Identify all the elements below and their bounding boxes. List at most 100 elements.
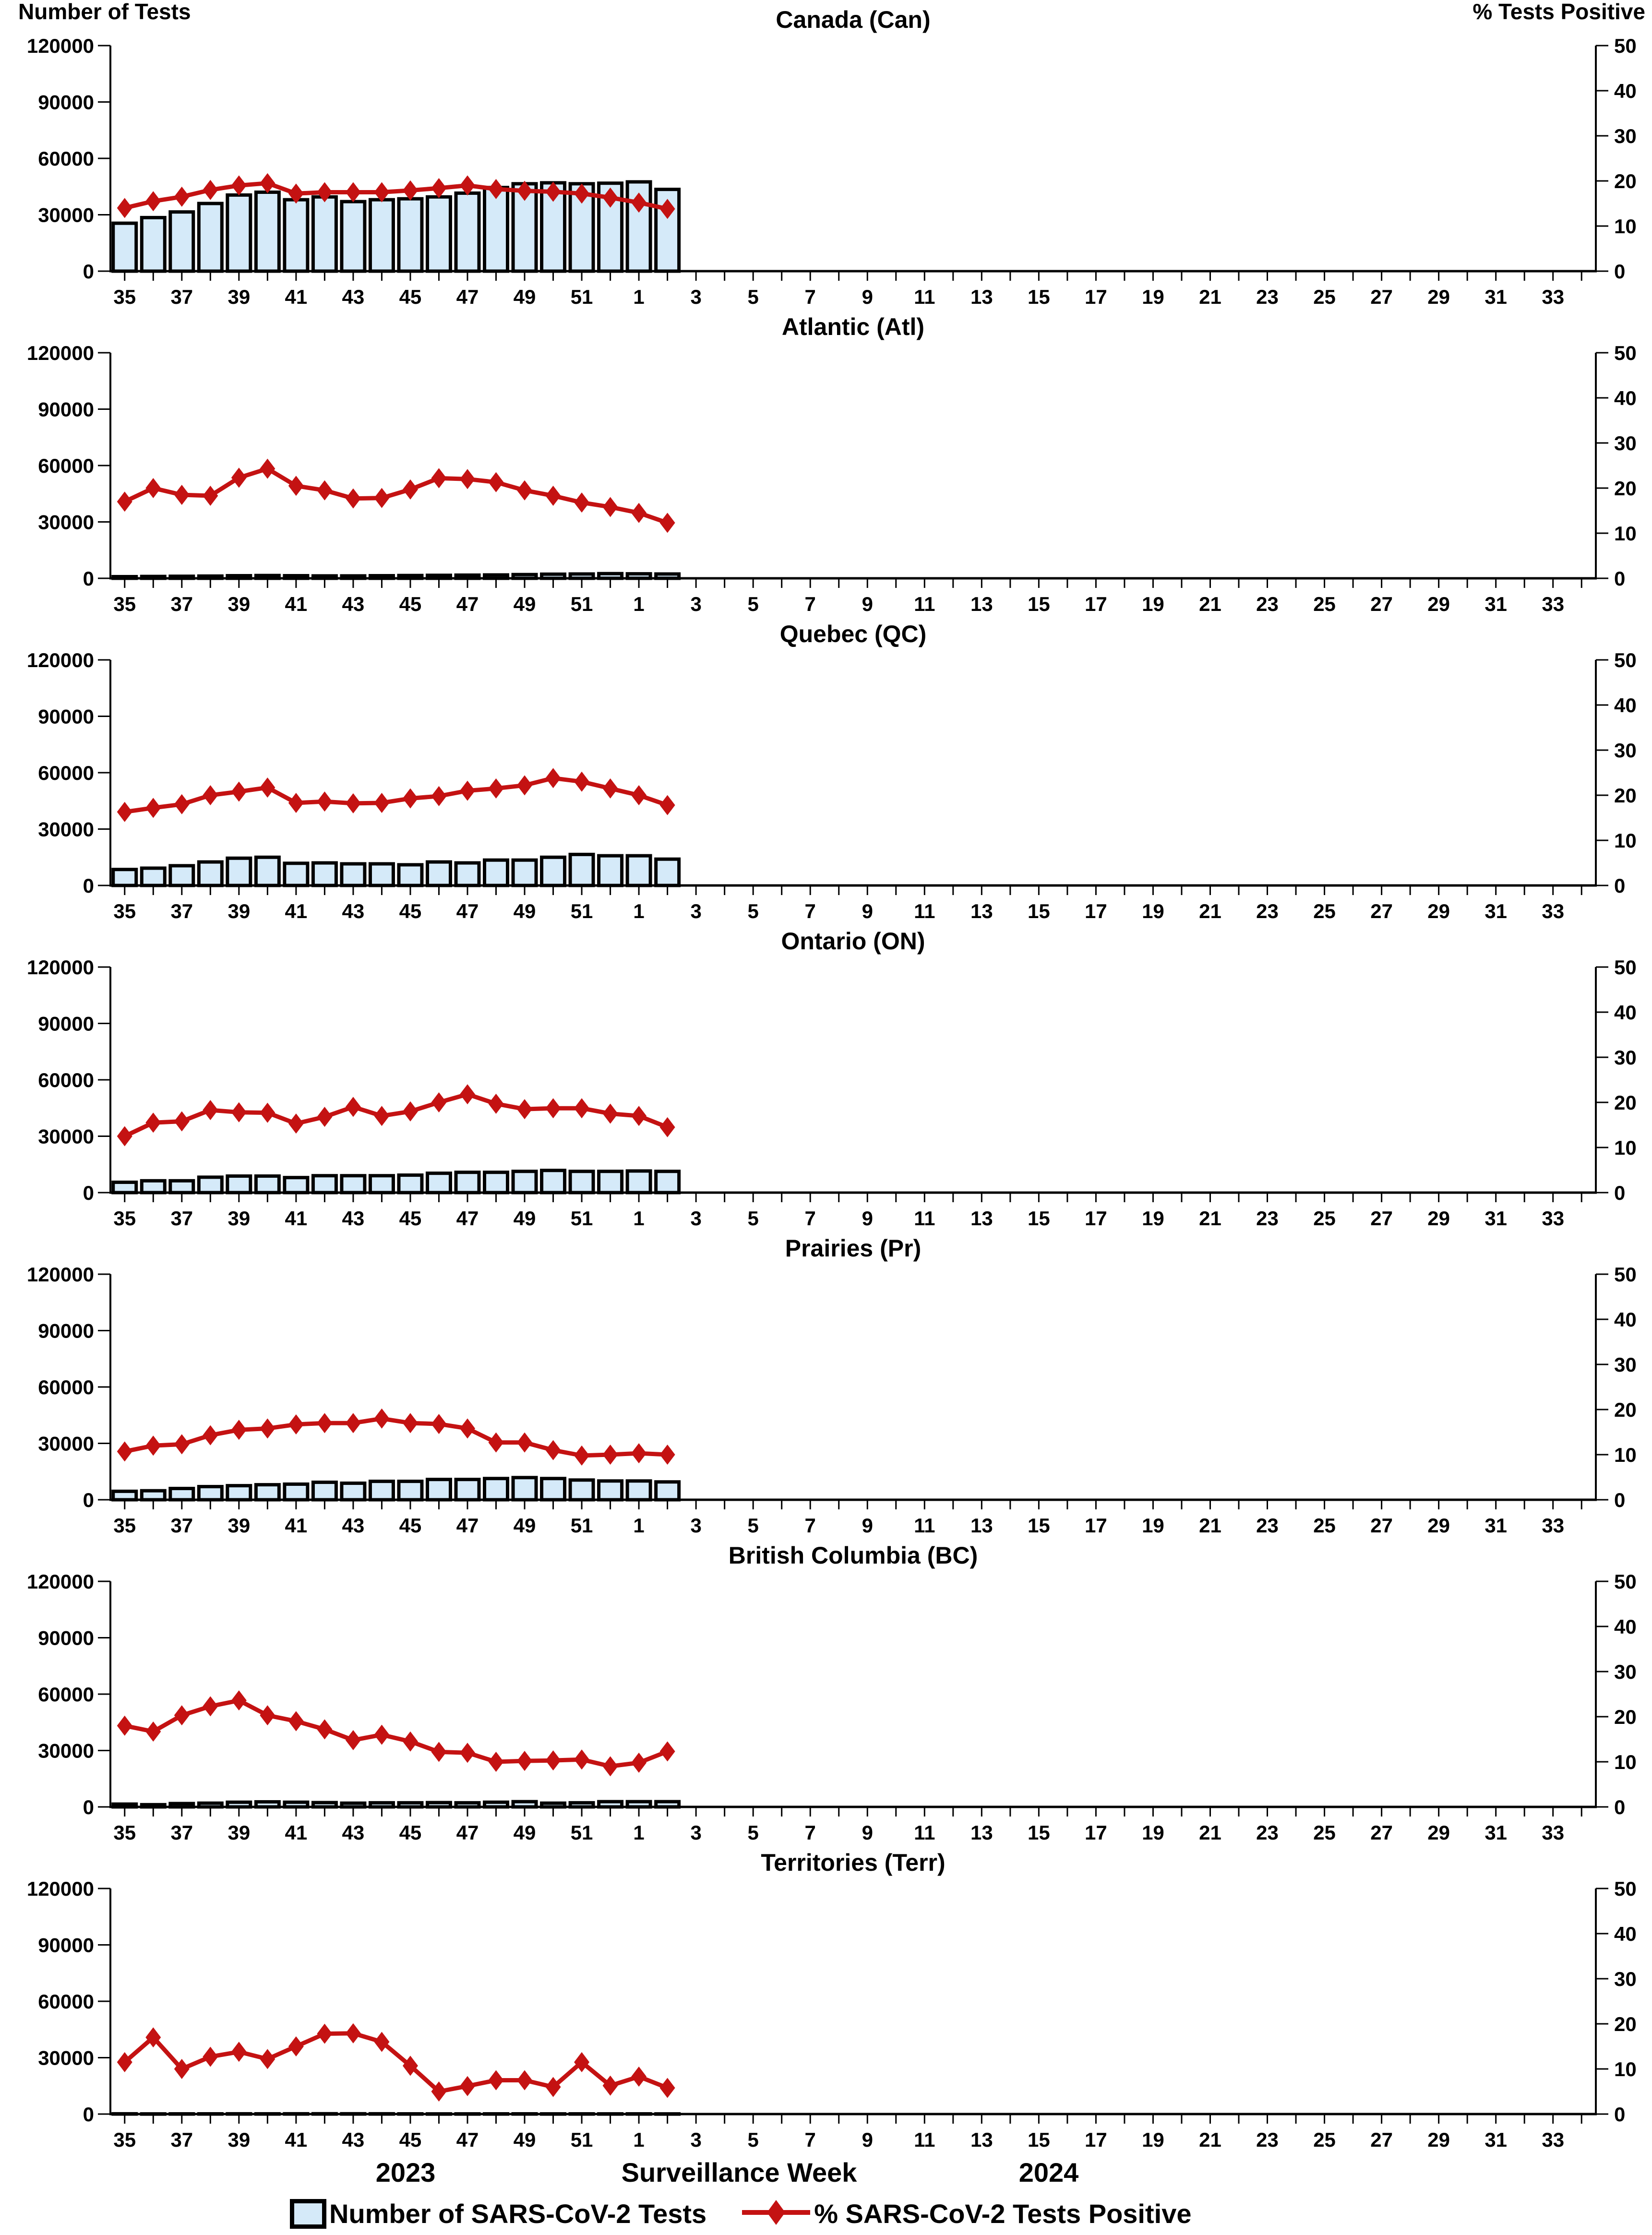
legend-positive-label: % SARS-CoV-2 Tests Positive (814, 2199, 1192, 2229)
x-tick-label: 37 (170, 593, 193, 614)
x-tick-label: 41 (285, 2128, 308, 2150)
pct-positive-marker (545, 1098, 561, 1119)
tests-bar (254, 574, 281, 580)
x-tick-label: 39 (227, 593, 250, 614)
tests-bar (511, 1476, 538, 1502)
x-tick-label: 35 (113, 900, 136, 921)
pct-positive-marker (574, 1445, 590, 1466)
pct-positive-marker (431, 2081, 447, 2102)
x-tick-label: 51 (571, 1821, 593, 1843)
x-tick-label: 1 (633, 2128, 644, 2150)
tests-bar (111, 1489, 138, 1502)
x-tick-label: 5 (748, 2128, 759, 2150)
left-tick-label: 90000 (38, 91, 94, 114)
x-tick-label: 3 (690, 286, 701, 307)
left-tick-label: 0 (83, 1796, 94, 1818)
pct-positive-marker (517, 2070, 533, 2091)
left-tick-label: 90000 (38, 1627, 94, 1649)
x-tick-label: 23 (1256, 286, 1279, 307)
x-tick-label: 41 (285, 1207, 308, 1229)
x-tick-label: 23 (1256, 1821, 1279, 1843)
x-tick-label: 43 (342, 1207, 365, 1229)
tests-bar (197, 1485, 224, 1502)
tests-bar (368, 1801, 395, 1809)
tests-bar (454, 1171, 481, 1195)
pct-positive-marker (117, 1715, 132, 1736)
pct-positive-marker (574, 183, 590, 204)
right-tick-label: 30 (1614, 1353, 1637, 1376)
panel-title-BC: British Columbia (BC) (729, 1542, 978, 1569)
x-tick-label: 7 (805, 1514, 816, 1536)
right-tick-label: 10 (1614, 215, 1637, 238)
pct-positive-marker (431, 786, 447, 806)
panel-BC: British Columbia (BC)0300006000090000120… (27, 1542, 1637, 1843)
pct-positive-marker (174, 1434, 190, 1455)
pct-positive-marker (345, 488, 361, 509)
x-tick-label: 47 (456, 1207, 479, 1229)
tests-bar (111, 221, 138, 273)
x-tick-label: 1 (633, 1821, 644, 1843)
x-tick-label: 37 (170, 2128, 193, 2150)
tests-bar (254, 191, 281, 273)
x-tick-label: 33 (1542, 1821, 1564, 1843)
pct-positive-marker (231, 781, 247, 802)
x-tick-label: 7 (805, 593, 816, 614)
panel-Atl: Atlantic (Atl) 0 30000 60000 90000 120000 0 10 2… (27, 313, 1637, 614)
pct-positive-marker (545, 1750, 561, 1771)
right-axis-title: % Tests Positive (1472, 0, 1645, 24)
pct-positive-marker (431, 468, 447, 489)
right-tick-label: 50 (1614, 1263, 1637, 1286)
x-tick-label: 45 (399, 286, 422, 307)
x-tick-label: 43 (342, 1821, 365, 1843)
pct-positive-marker (402, 180, 418, 201)
pct-positive-marker (260, 458, 275, 479)
x-tick-label: 43 (342, 900, 365, 921)
pct-positive-marker (231, 1420, 247, 1440)
pct-positive-marker (402, 1731, 418, 1752)
tests-bar (254, 1174, 281, 1195)
x-tick-label: 27 (1370, 1514, 1393, 1536)
x-tick-label: 25 (1313, 286, 1336, 307)
pct-positive-marker (145, 1435, 161, 1456)
pct-positive-marker (260, 173, 275, 193)
pct-positive-marker (517, 1751, 533, 1771)
tests-bar (397, 1173, 424, 1195)
tests-bar (197, 860, 224, 887)
x-tick-label: 41 (285, 593, 308, 614)
right-tick-label: 10 (1614, 522, 1637, 545)
pct-positive-marker (517, 1099, 533, 1120)
pct-positive-marker (631, 192, 647, 213)
tests-bar (454, 1801, 481, 1809)
x-tick-label: 47 (456, 900, 479, 921)
pct-positive-marker (431, 1092, 447, 1112)
x-tick-label: 17 (1085, 1821, 1107, 1843)
tests-bar (226, 574, 252, 580)
pct-positive-marker (345, 2023, 361, 2044)
x-tick-label: 23 (1256, 2128, 1279, 2150)
tests-bar (283, 1482, 310, 1502)
tests-bar (568, 1170, 595, 1195)
x-tick-label: 19 (1142, 1514, 1164, 1536)
tests-bar (425, 1801, 452, 1809)
tests-bar (140, 2112, 167, 2116)
x-tick-label: 9 (862, 2128, 873, 2150)
pct-positive-marker (659, 513, 675, 533)
x-tick-label: 35 (113, 1514, 136, 1536)
x-tick-label: 33 (1542, 900, 1564, 921)
left-tick-label: 60000 (38, 454, 94, 477)
panel-title-Can: Canada (Can) (776, 6, 930, 33)
x-tick-label: 25 (1313, 1207, 1336, 1229)
pct-positive-marker (345, 182, 361, 203)
x-tick-label: 29 (1427, 2128, 1450, 2150)
x-tick-label: 25 (1313, 900, 1336, 921)
x-tick-label: 37 (170, 900, 193, 921)
left-tick-label: 60000 (38, 1376, 94, 1398)
tests-bar (511, 1800, 538, 1809)
panel-ON: Ontario (ON) 0 30000 60000 90000 120000 0 10 20 3… (27, 928, 1637, 1229)
x-tick-label: 51 (571, 1207, 593, 1229)
right-tick-label: 40 (1614, 80, 1637, 102)
panel-Pr: Prairies (Pr) 0 30000 60000 90000 120000 0 10 20… (27, 1235, 1637, 1536)
tests-bar (340, 1174, 367, 1195)
tests-bar (368, 198, 395, 273)
x-tick-label: 31 (1484, 286, 1507, 307)
